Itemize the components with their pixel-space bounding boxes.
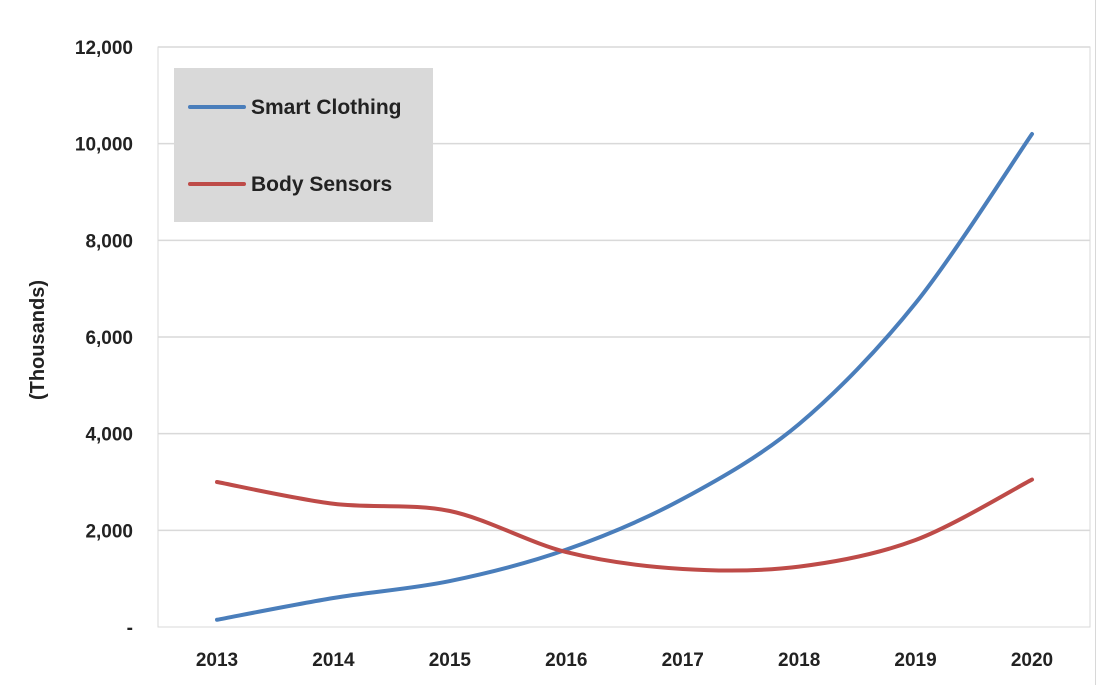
y-tick-label: 6,000 <box>85 328 133 349</box>
y-axis-title: (Thousands) <box>27 280 49 400</box>
legend-label-body-sensors: Body Sensors <box>251 173 392 196</box>
x-tick-label: 2014 <box>312 650 355 671</box>
legend-box <box>174 68 433 222</box>
series-lines <box>215 132 1034 622</box>
series-line-smart-clothing <box>215 132 1034 622</box>
y-tick-label: 12,000 <box>75 38 133 59</box>
x-tick-label: 2015 <box>429 650 472 671</box>
legend-label-smart-clothing: Smart Clothing <box>251 96 402 119</box>
x-tick-label: 2019 <box>894 650 936 671</box>
y-tick-label: 2,000 <box>85 521 133 542</box>
x-tick-label: 2017 <box>662 650 704 671</box>
y-tick-label: 4,000 <box>85 425 133 446</box>
x-tick-label: 2016 <box>545 650 587 671</box>
series-line-body-sensors <box>215 477 1034 573</box>
x-tick-label: 2013 <box>196 650 238 671</box>
legend: Smart Clothing Body Sensors <box>174 68 433 222</box>
y-tick-label: 10,000 <box>75 135 133 156</box>
x-tick-label: 2018 <box>778 650 820 671</box>
x-axis-ticks: 2013 2014 2015 2016 2017 2018 2019 2020 <box>196 650 1053 671</box>
y-tick-label: - <box>127 618 133 639</box>
y-tick-label: 8,000 <box>85 231 133 252</box>
y-axis-ticks: - 2,000 4,000 6,000 8,000 10,000 12,000 <box>75 38 133 639</box>
x-tick-label: 2020 <box>1011 650 1053 671</box>
